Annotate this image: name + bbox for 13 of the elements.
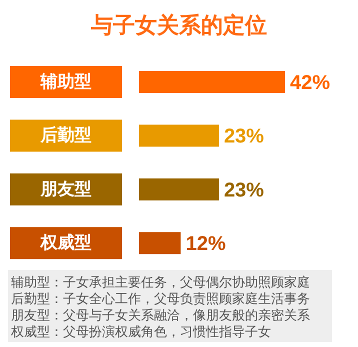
data-label: 42% bbox=[290, 72, 330, 94]
text: 朋友型：父母与子女关系融洽，像朋友般的亲密关系 bbox=[11, 308, 310, 322]
data-label: 23% bbox=[224, 126, 264, 148]
text: 后勤型：子女全心工作，父母负责照顾家庭生活事务 bbox=[11, 291, 310, 306]
y-tick-label: 朋友型 bbox=[40, 179, 92, 200]
data-label: 23% bbox=[224, 179, 264, 202]
y-tick-label: 后勤型 bbox=[40, 126, 92, 146]
text: 权威型：父母扮演权威角色，习惯性指导子女 bbox=[10, 324, 271, 339]
y-tick-label: 辅助型 bbox=[40, 72, 92, 92]
chart-title: 与子女关系的定位 bbox=[90, 12, 267, 38]
text: 辅助型：子女承担主要任务，父母偶尔协助照顾家庭 bbox=[11, 274, 310, 290]
data-label: 12% bbox=[186, 233, 226, 256]
y-tick-label: 权威型 bbox=[40, 233, 92, 254]
